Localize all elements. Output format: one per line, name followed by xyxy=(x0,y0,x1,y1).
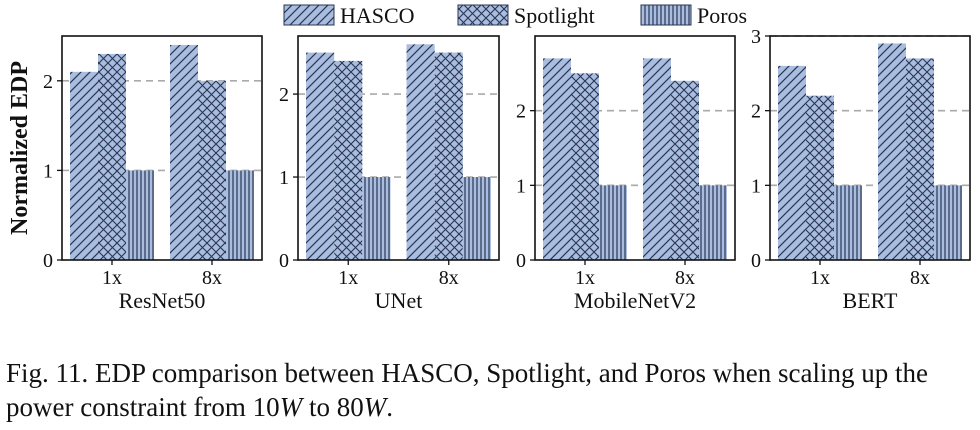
y-tick-label: 1 xyxy=(279,167,289,189)
edp-figure: HASCO Spotlight Poros Normalized EDP 1x 8x 0… xyxy=(7,3,971,313)
legend-swatch-hasco xyxy=(283,4,335,26)
panel-mobilenetv2: 1x 8x 0 1 2 MobileNetV2 xyxy=(516,35,736,313)
bar-spotlight-8x xyxy=(198,80,226,260)
bar-poros-1x xyxy=(834,185,862,260)
axes-frame xyxy=(297,35,500,261)
bar-spotlight-8x xyxy=(434,52,463,261)
bar-poros-8x xyxy=(226,170,254,260)
bar-spotlight-1x xyxy=(98,53,126,260)
axes-frame xyxy=(61,35,263,261)
y-tick-label: 2 xyxy=(516,101,526,123)
legend-swatch-poros xyxy=(640,4,692,26)
x-tick-label: 1x xyxy=(338,267,358,289)
y-tick-label: 2 xyxy=(43,71,53,93)
panel-title: ResNet50 xyxy=(119,288,206,313)
caption-unit-2: W xyxy=(363,392,387,422)
panel-title: BERT xyxy=(843,288,898,313)
bar-hasco-8x xyxy=(643,58,671,261)
y-tick-label: 1 xyxy=(751,175,761,197)
y-tick-label: 0 xyxy=(279,250,289,272)
bar-poros-8x xyxy=(934,185,962,260)
caption-text-3: . xyxy=(386,392,393,422)
x-tick-label: 8x xyxy=(439,267,459,289)
caption-unit-1: W xyxy=(279,392,303,422)
bar-spotlight-1x xyxy=(806,95,834,260)
y-tick-label: 1 xyxy=(516,175,526,197)
bar-spotlight-1x xyxy=(571,73,599,260)
bar-hasco-8x xyxy=(170,44,198,261)
bar-poros-8x xyxy=(462,177,491,260)
x-tick-label: 1x xyxy=(575,267,595,289)
caption-text-1: Fig. 11. EDP comparison between HASCO, S… xyxy=(6,358,928,422)
figure-caption: Fig. 11. EDP comparison between HASCO, S… xyxy=(6,356,974,424)
y-tick-label: 0 xyxy=(43,250,53,272)
bar-poros-1x xyxy=(126,170,154,260)
panel-resnet50: 1x 8x 0 1 2 ResNet50 xyxy=(43,35,263,313)
bar-spotlight-8x xyxy=(671,80,699,260)
bar-spotlight-1x xyxy=(334,60,363,261)
panel-title: UNet xyxy=(375,288,423,313)
legend-label: Spotlight xyxy=(514,3,595,28)
y-tick-label: 2 xyxy=(279,84,289,106)
bar-hasco-1x xyxy=(70,71,98,260)
axes-frame xyxy=(769,35,971,261)
legend-label: HASCO xyxy=(340,3,415,28)
bar-poros-1x xyxy=(599,185,627,260)
bar-poros-8x xyxy=(699,185,727,260)
bar-hasco-1x xyxy=(778,65,806,260)
x-tick-label: 1x xyxy=(102,267,122,289)
y-tick-label: 0 xyxy=(751,250,761,272)
axes-frame xyxy=(534,35,736,261)
legend-swatch-spotlight xyxy=(457,4,509,26)
legend: HASCO Spotlight Poros xyxy=(283,3,747,28)
bar-hasco-8x xyxy=(878,43,906,260)
legend-label: Poros xyxy=(697,3,747,28)
bar-hasco-1x xyxy=(306,52,335,261)
bar-poros-1x xyxy=(362,177,391,260)
y-tick-label: 3 xyxy=(751,26,761,48)
y-tick-label: 0 xyxy=(516,250,526,272)
x-tick-label: 8x xyxy=(910,267,930,289)
panel-bert: 1x 8x 0 1 2 3 BERT xyxy=(751,26,971,313)
panel-title: MobileNetV2 xyxy=(574,288,696,313)
x-tick-label: 8x xyxy=(202,267,222,289)
y-axis-label: Normalized EDP xyxy=(7,61,33,235)
y-tick-label: 2 xyxy=(751,101,761,123)
panel-unet: 1x 8x 0 1 2 UNet xyxy=(279,35,500,313)
x-tick-label: 1x xyxy=(810,267,830,289)
x-tick-label: 8x xyxy=(675,267,695,289)
y-tick-label: 1 xyxy=(43,160,53,182)
bar-hasco-1x xyxy=(543,58,571,261)
bar-hasco-8x xyxy=(406,44,435,260)
bar-spotlight-8x xyxy=(906,58,934,261)
caption-text-2: to 80 xyxy=(302,392,364,422)
